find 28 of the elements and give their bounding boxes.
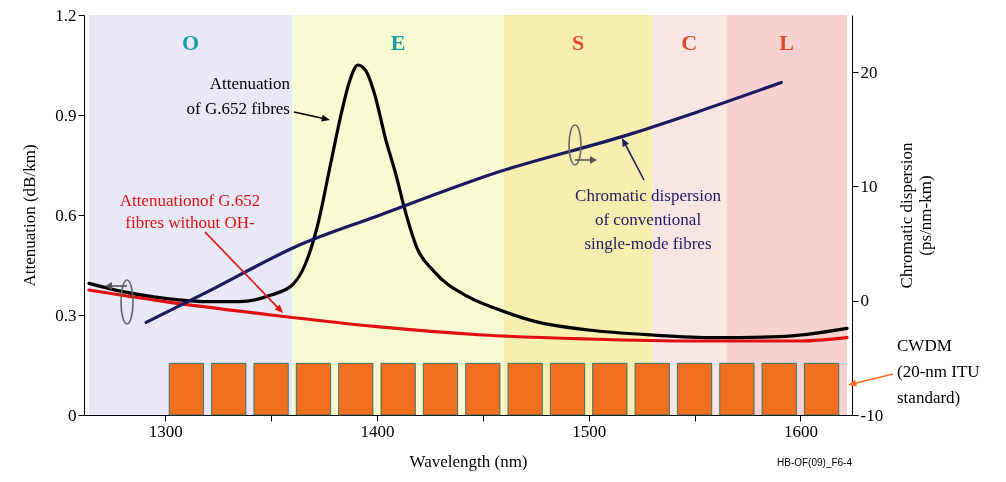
band-label: S [571,30,585,55]
legend-label: CWDM (20-nm ITU standard) [897,336,980,407]
band-label: E [390,30,406,55]
x-axis-title: Wavelength (nm) [409,451,528,471]
text: Chromatic dispersion of conventional single-mode fibres [575,186,722,253]
x-tick-label: 1600 [783,421,818,441]
x-tick-label: 1500 [572,421,607,441]
y-tick-label: 0.9 [55,105,77,125]
band-label: O [182,30,200,55]
y-tick-label: 0.6 [55,205,77,225]
y-tick-label: 0 [68,405,77,425]
text: Attenuation of G.652 fibres [186,74,291,118]
x-tick-label: 1400 [360,421,395,441]
y2-axis-title: Chromatic dispersion (ps/nm-km) [897,142,936,289]
band-label: C [681,30,698,55]
y2-tick-label: -10 [860,405,884,425]
line-series [87,63,849,340]
y-tick-label: 1.2 [55,5,77,25]
line-series [87,288,849,343]
text: Attenuationof G.652 fibres without OH- [119,191,261,232]
x-tick-label: 1300 [148,421,183,441]
y2-tick-label: 0 [860,291,869,311]
y-tick-label: 0.3 [55,305,77,325]
band-label: L [779,30,794,55]
text: HB-OF(09)_F6-4 [776,457,853,468]
y2-tick-label: 20 [860,62,878,82]
y2-tick-label: 10 [860,176,878,196]
y-axis-title: Attenuation (dB/km) [20,144,40,287]
